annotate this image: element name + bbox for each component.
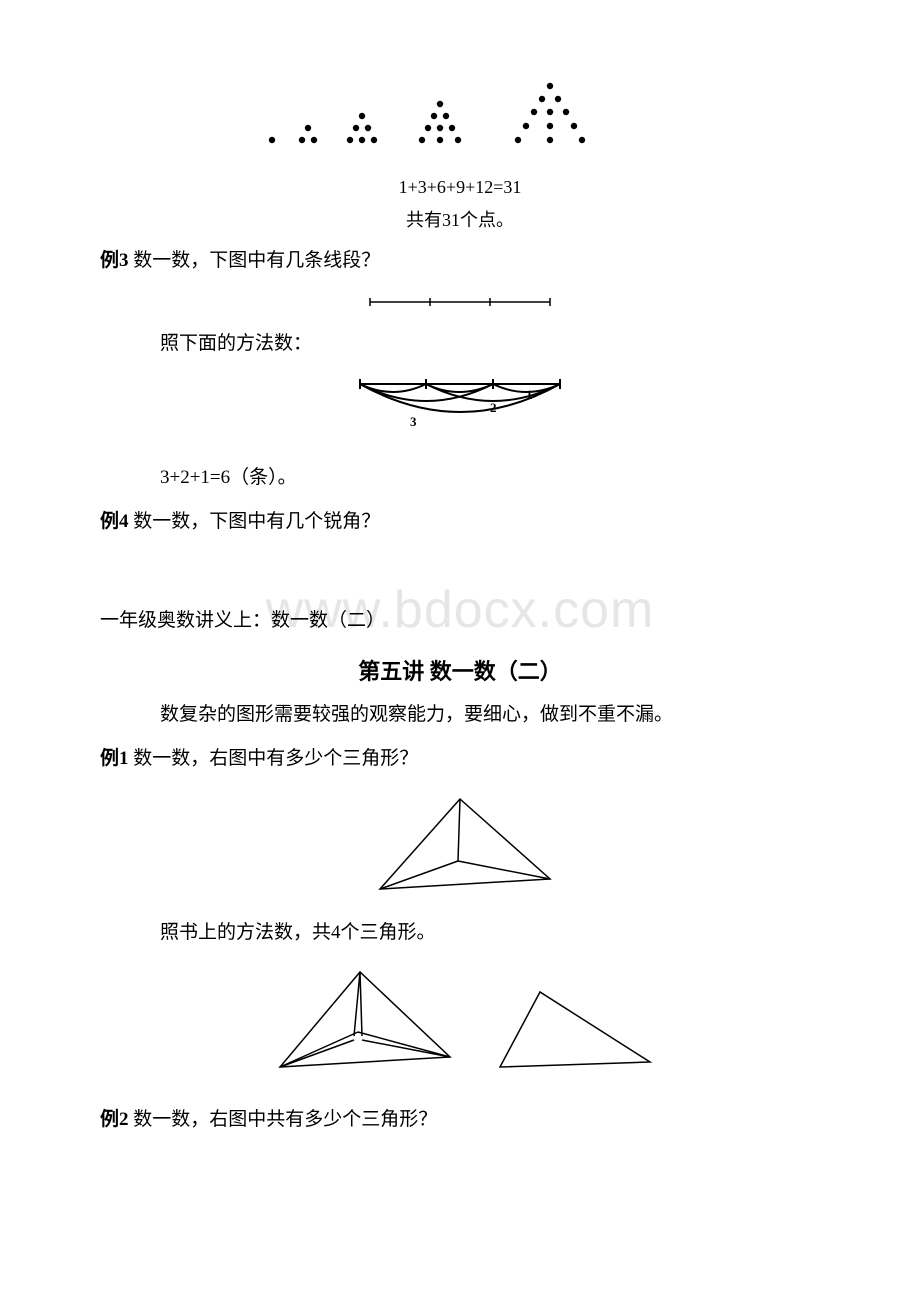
arcs-figure: 1 2 3 — [100, 374, 820, 449]
svg-text:3: 3 — [410, 414, 417, 429]
s2-ex1-label: 例1 — [100, 748, 129, 769]
ex3-method-intro: 照下面的方法数： — [100, 329, 820, 359]
dots-summary: 共有31个点。 — [100, 206, 820, 232]
section-title: 第五讲 数一数（二） — [100, 654, 820, 686]
ex4-line: 例4 数一数，下图中有几个锐角？ — [100, 507, 820, 537]
svg-text:1: 1 — [526, 387, 533, 402]
ex4-question: 数一数，下图中有几个锐角？ — [133, 511, 380, 532]
triangle-figure-1 — [100, 789, 820, 904]
ex4-label: 例4 — [100, 511, 129, 532]
sub-heading: 一年级奥数讲义上：数一数（二） — [100, 606, 820, 636]
ex3-line: 例3 数一数，下图中有几条线段？ — [100, 246, 820, 276]
s2-ex1-answer: 照书上的方法数，共4个三角形。 — [100, 918, 820, 948]
section-intro: 数复杂的图形需要较强的观察能力，要细心，做到不重不漏。 — [100, 700, 820, 730]
s2-ex1-question: 数一数，右图中有多少个三角形？ — [133, 748, 418, 769]
ex3-label: 例3 — [100, 250, 129, 271]
dots-equation: 1+3+6+9+12=31 — [100, 177, 820, 198]
s2-ex2-label: 例2 — [100, 1109, 129, 1130]
svg-text:2: 2 — [490, 400, 497, 415]
segment-figure — [100, 290, 820, 315]
triangle-pair-figure — [100, 962, 820, 1087]
ex3-question: 数一数，下图中有几条线段？ — [133, 250, 380, 271]
ex3-result: 3+2+1=6（条）。 — [100, 463, 820, 493]
s2-ex2-line: 例2 数一数，右图中共有多少个三角形？ — [100, 1105, 820, 1135]
s2-ex1-line: 例1 数一数，右图中有多少个三角形？ — [100, 744, 820, 774]
page-content: 1+3+6+9+12=31 共有31个点。 例3 数一数，下图中有几条线段？ 照… — [100, 70, 820, 1136]
dots-triangles-figure — [100, 70, 820, 165]
s2-ex2-question: 数一数，右图中共有多少个三角形？ — [133, 1109, 437, 1130]
